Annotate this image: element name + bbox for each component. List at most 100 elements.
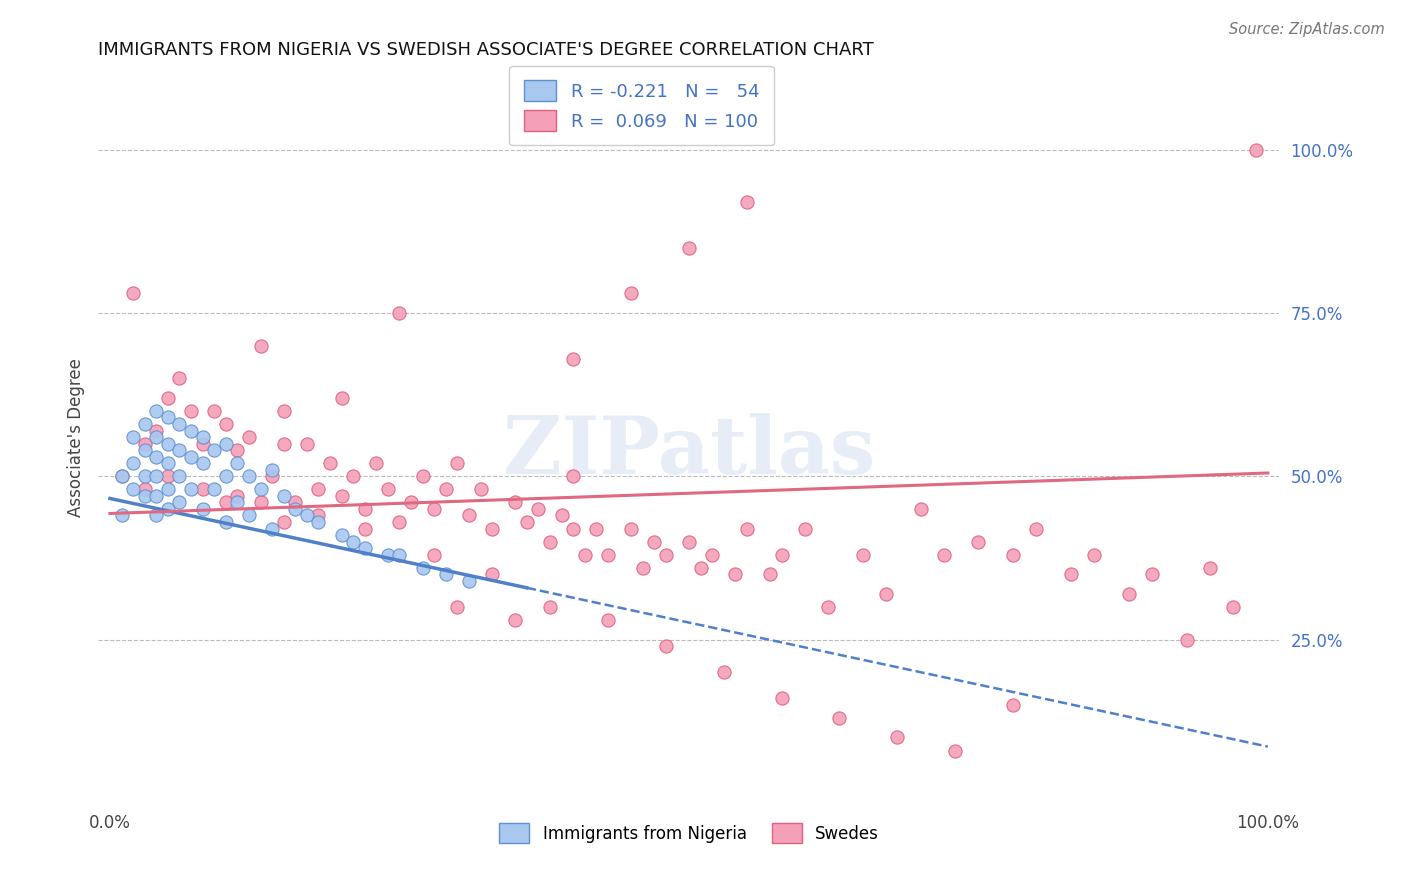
Point	[145, 450, 167, 464]
Point	[1199, 560, 1222, 574]
Point	[538, 599, 561, 614]
Point	[226, 495, 249, 509]
Point	[238, 508, 260, 523]
Point	[458, 574, 481, 588]
Point	[678, 241, 700, 255]
Point	[122, 286, 145, 301]
Point	[156, 456, 179, 470]
Point	[273, 515, 295, 529]
Point	[388, 515, 411, 529]
Point	[817, 599, 839, 614]
Point	[226, 456, 249, 470]
Point	[215, 495, 238, 509]
Point	[759, 567, 782, 582]
Point	[156, 483, 179, 497]
Point	[169, 495, 191, 509]
Point	[631, 560, 654, 574]
Point	[770, 548, 793, 562]
Point	[134, 436, 156, 450]
Point	[434, 483, 457, 497]
Point	[470, 483, 492, 497]
Point	[1140, 567, 1163, 582]
Point	[330, 489, 353, 503]
Legend: Immigrants from Nigeria, Swedes: Immigrants from Nigeria, Swedes	[492, 817, 886, 849]
Point	[307, 515, 329, 529]
Point	[145, 424, 167, 438]
Text: Source: ZipAtlas.com: Source: ZipAtlas.com	[1229, 22, 1385, 37]
Point	[156, 469, 179, 483]
Text: ZIPatlas: ZIPatlas	[503, 413, 875, 491]
Point	[134, 417, 156, 431]
Point	[273, 404, 295, 418]
Point	[655, 548, 678, 562]
Point	[249, 483, 271, 497]
Point	[191, 456, 214, 470]
Point	[446, 599, 468, 614]
Point	[735, 194, 758, 209]
Point	[226, 489, 249, 503]
Point	[412, 560, 434, 574]
Point	[273, 436, 295, 450]
Text: IMMIGRANTS FROM NIGERIA VS SWEDISH ASSOCIATE'S DEGREE CORRELATION CHART: IMMIGRANTS FROM NIGERIA VS SWEDISH ASSOC…	[98, 41, 875, 59]
Point	[1118, 587, 1140, 601]
Point	[215, 469, 238, 483]
Point	[503, 613, 526, 627]
Point	[1002, 698, 1025, 712]
Point	[550, 508, 572, 523]
Point	[388, 548, 411, 562]
Point	[1025, 521, 1047, 535]
Point	[620, 521, 643, 535]
Point	[527, 502, 550, 516]
Point	[596, 548, 619, 562]
Point	[700, 548, 723, 562]
Point	[169, 371, 191, 385]
Point	[481, 521, 503, 535]
Point	[202, 483, 225, 497]
Point	[377, 483, 399, 497]
Point	[226, 443, 249, 458]
Point	[215, 515, 238, 529]
Point	[191, 483, 214, 497]
Point	[585, 521, 607, 535]
Point	[886, 731, 908, 745]
Point	[446, 456, 468, 470]
Point	[202, 404, 225, 418]
Point	[169, 443, 191, 458]
Point	[713, 665, 735, 680]
Point	[434, 567, 457, 582]
Point	[262, 469, 284, 483]
Point	[145, 508, 167, 523]
Point	[262, 521, 284, 535]
Point	[596, 613, 619, 627]
Point	[180, 404, 202, 418]
Point	[307, 508, 329, 523]
Point	[180, 424, 202, 438]
Point	[1246, 143, 1268, 157]
Point	[967, 534, 990, 549]
Point	[134, 469, 156, 483]
Point	[202, 443, 225, 458]
Point	[562, 521, 585, 535]
Point	[1222, 599, 1244, 614]
Point	[295, 436, 318, 450]
Point	[273, 489, 295, 503]
Point	[724, 567, 747, 582]
Point	[423, 548, 446, 562]
Point	[180, 483, 202, 497]
Point	[330, 528, 353, 542]
Point	[156, 502, 179, 516]
Point	[353, 521, 375, 535]
Point	[793, 521, 815, 535]
Point	[180, 450, 202, 464]
Point	[516, 515, 538, 529]
Point	[458, 508, 481, 523]
Point	[284, 502, 307, 516]
Point	[134, 489, 156, 503]
Point	[110, 469, 132, 483]
Point	[1060, 567, 1083, 582]
Point	[574, 548, 596, 562]
Point	[249, 495, 271, 509]
Point	[156, 410, 179, 425]
Point	[562, 351, 585, 366]
Point	[342, 469, 364, 483]
